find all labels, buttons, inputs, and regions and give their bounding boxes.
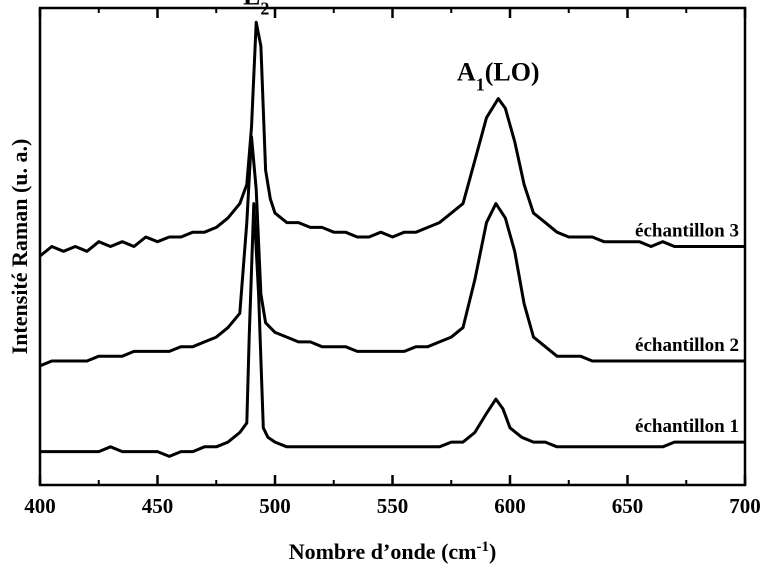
x-axis-title: Nombre d’onde (cm-1) [289,539,497,564]
x-tick-label-0: 400 [24,494,56,518]
series-line-1 [39,20,745,258]
series-line-3 [40,202,745,458]
series-line-2 [39,135,745,368]
x-tick-label-5: 650 [612,494,644,518]
peak-label-2: A1(LO) [457,58,540,95]
plot-frame [38,6,747,487]
series-layer [39,20,745,458]
x-tick-label-6: 700 [729,494,761,518]
y-axis-title: Intensité Raman (u. a.) [7,139,32,355]
x-tick-label-2: 500 [259,494,291,518]
x-axis-title-superscript: -1 [476,539,489,555]
x-tick-label-1: 450 [142,494,174,518]
tick-layer: 400 450 500 550 600 650 700 [24,8,761,518]
x-axis-title-text: Nombre d’onde (cm [289,539,477,564]
series-label-layer: échantillon 3 échantillon 2 échantillon 1 [635,221,739,438]
annotation-layer: E2 A1(LO) [243,0,540,95]
peak-label-1: E2 [243,0,269,18]
series-label-1: échantillon 3 [635,221,739,242]
x-tick-label-4: 600 [494,494,526,518]
x-axis-title-close: ) [489,539,496,564]
series-label-2: échantillon 2 [635,335,739,356]
series-label-3: échantillon 1 [635,416,739,437]
x-tick-label-3: 550 [377,494,409,518]
